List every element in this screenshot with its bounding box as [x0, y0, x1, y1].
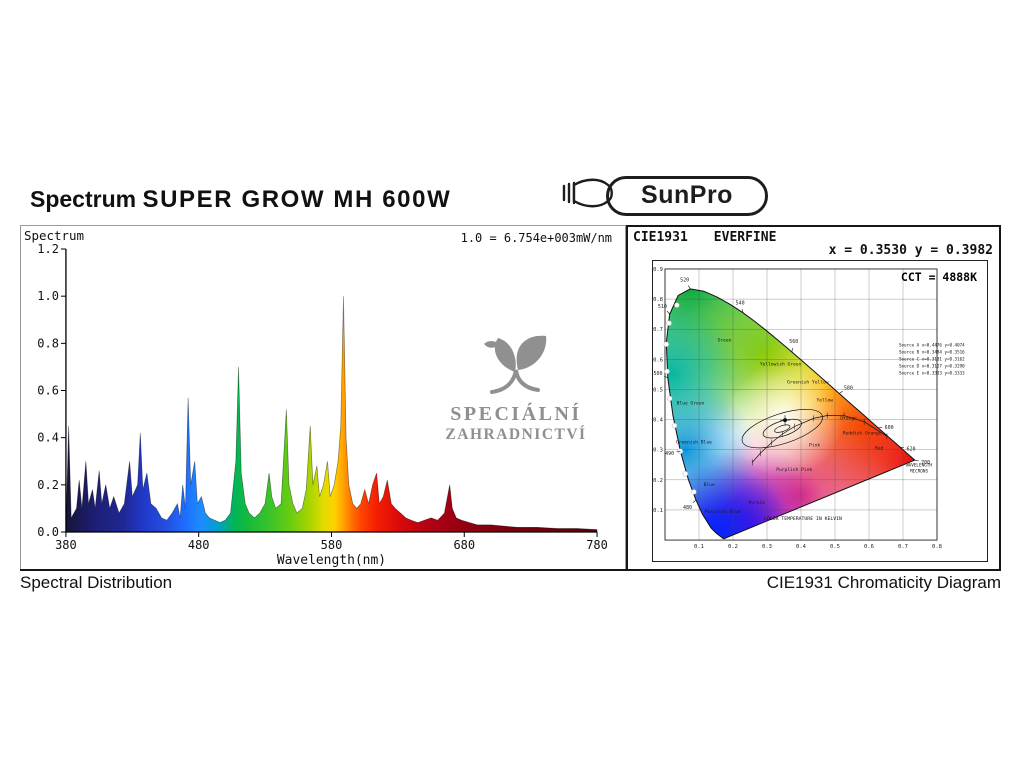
svg-text:600: 600	[885, 425, 894, 431]
cie-header-right: EVERFINE	[713, 230, 777, 245]
cie-diagram-svg: 0.1 0.2 0.3 0.4 0.5 0.6 0.7 0.8 0.1 0.2 0.3 0.4 0.5 0…	[653, 267, 977, 550]
svg-text:0.7: 0.7	[898, 544, 908, 550]
svg-text:480: 480	[188, 538, 210, 552]
svg-text:Spectrum: Spectrum	[24, 228, 84, 243]
svg-text:0.6: 0.6	[37, 383, 59, 397]
charts-container: 0.0 0.2 0.4 0.6 0.8 1.0 1.2 380 480 580 680 780 Spec…	[20, 225, 1001, 571]
svg-text:Yellow: Yellow	[817, 398, 834, 404]
svg-text:0.1: 0.1	[653, 508, 663, 514]
svg-text:0.4: 0.4	[653, 418, 664, 424]
brand-pill: SunPro	[606, 175, 768, 216]
title-main: SUPER GROW MH 600W	[142, 186, 452, 213]
svg-text:700: 700	[921, 460, 930, 466]
svg-text:0.8: 0.8	[932, 544, 942, 550]
svg-text:Source D x=0.3127 y=0.3290: Source D x=0.3127 y=0.3290	[899, 364, 965, 369]
svg-text:1.0: 1.0	[37, 289, 59, 303]
svg-text:580: 580	[321, 538, 343, 552]
svg-text:0.5: 0.5	[653, 387, 663, 393]
svg-text:0.8: 0.8	[653, 297, 663, 303]
svg-text:Green: Green	[718, 337, 732, 343]
captions-row: Spectral Distribution CIE1931 Chromatici…	[20, 573, 1001, 593]
svg-text:480: 480	[683, 505, 692, 511]
svg-text:Purplish Pink: Purplish Pink	[776, 467, 812, 473]
svg-text:Wavelength(nm): Wavelength(nm)	[277, 553, 386, 568]
svg-text:0.2: 0.2	[728, 544, 738, 550]
svg-text:0.9: 0.9	[653, 267, 663, 273]
svg-text:380: 380	[55, 538, 77, 552]
spectral-chart-svg: 0.0 0.2 0.4 0.6 0.8 1.0 1.2 380 480 580 680 780 Spec…	[24, 228, 612, 568]
svg-text:0.1: 0.1	[694, 544, 704, 550]
svg-text:MICRONS: MICRONS	[910, 468, 928, 474]
svg-text:Yellowish Green: Yellowish Green	[760, 361, 802, 367]
svg-text:COLOR TEMPERATURE IN KELVIN: COLOR TEMPERATURE IN KELVIN	[764, 516, 842, 522]
svg-text:0.2: 0.2	[37, 478, 59, 492]
svg-text:Reddish Orange: Reddish Orange	[843, 431, 882, 437]
svg-text:0.5: 0.5	[830, 544, 840, 550]
svg-text:0.6: 0.6	[653, 357, 663, 363]
svg-text:0.6: 0.6	[864, 544, 874, 550]
page-title: Spectrum SUPER GROW MH 600W	[30, 185, 451, 214]
svg-text:0.4: 0.4	[37, 431, 59, 445]
svg-text:540: 540	[736, 300, 745, 306]
svg-text:Source B x=0.3484 y=0.3516: Source B x=0.3484 y=0.3516	[899, 350, 965, 355]
right-caption: CIE1931 Chromaticity Diagram	[766, 573, 1001, 592]
svg-text:0.4: 0.4	[796, 544, 807, 550]
svg-text:Source E x=0.3333 y=0.3333: Source E x=0.3333 y=0.3333	[899, 371, 965, 376]
svg-text:Pink: Pink	[809, 443, 820, 449]
svg-text:580: 580	[844, 385, 853, 391]
cie-diagram-box: 0.1 0.2 0.3 0.4 0.5 0.6 0.7 0.8 0.1 0.2 0.3 0.4 0.5 0…	[652, 260, 988, 562]
svg-text:0.7: 0.7	[653, 327, 663, 333]
svg-text:620: 620	[907, 446, 916, 452]
svg-text:0.3: 0.3	[762, 544, 772, 550]
svg-text:0.8: 0.8	[37, 336, 59, 350]
svg-text:680: 680	[453, 538, 475, 552]
svg-text:780: 780	[586, 538, 608, 552]
cie-panel: CIE1931 EVERFINE x = 0.3530 y = 0.3982 0…	[626, 225, 1001, 569]
brand-name: SunPro	[641, 181, 733, 209]
cie-header: CIE1931 EVERFINE	[633, 230, 776, 245]
svg-text:Source C x=0.3101 y=0.3162: Source C x=0.3101 y=0.3162	[899, 357, 965, 362]
svg-text:Orange: Orange	[840, 416, 857, 422]
svg-text:1.2: 1.2	[37, 242, 59, 256]
svg-text:500: 500	[654, 371, 663, 377]
left-caption: Spectral Distribution	[20, 573, 173, 592]
svg-text:490: 490	[665, 451, 674, 457]
svg-text:Greenish Blue: Greenish Blue	[676, 440, 712, 446]
title-prefix: Spectrum	[30, 186, 137, 212]
svg-text:520: 520	[680, 277, 689, 283]
spectral-panel: 0.0 0.2 0.4 0.6 0.8 1.0 1.2 380 480 580 680 780 Spec…	[20, 225, 626, 569]
svg-text:Blue: Blue	[704, 482, 715, 488]
svg-text:560: 560	[789, 339, 798, 345]
svg-text:0.2: 0.2	[653, 478, 663, 484]
cie-header-left: CIE1931	[633, 230, 688, 245]
svg-text:510: 510	[658, 304, 667, 310]
brand-logo: SunPro	[560, 172, 768, 219]
svg-text:Purple: Purple	[749, 500, 766, 506]
svg-text:1.0 = 6.754e+003mW/nm: 1.0 = 6.754e+003mW/nm	[461, 231, 612, 245]
cie-xy-readout: x = 0.3530 y = 0.3982	[828, 243, 993, 258]
svg-text:Greenish Yellow: Greenish Yellow	[787, 379, 829, 385]
svg-text:Purplish Blue: Purplish Blue	[705, 509, 741, 515]
svg-text:0.0: 0.0	[37, 525, 59, 539]
svg-text:Blue Green: Blue Green	[677, 401, 705, 407]
svg-text:Source A x=0.4476 y=0.4074: Source A x=0.4476 y=0.4074	[899, 343, 965, 348]
svg-text:0.3: 0.3	[653, 448, 663, 454]
svg-text:CCT = 4888K: CCT = 4888K	[901, 270, 977, 284]
svg-text:Red: Red	[875, 446, 884, 452]
svg-text:WAVELENGTH: WAVELENGTH	[906, 462, 932, 468]
